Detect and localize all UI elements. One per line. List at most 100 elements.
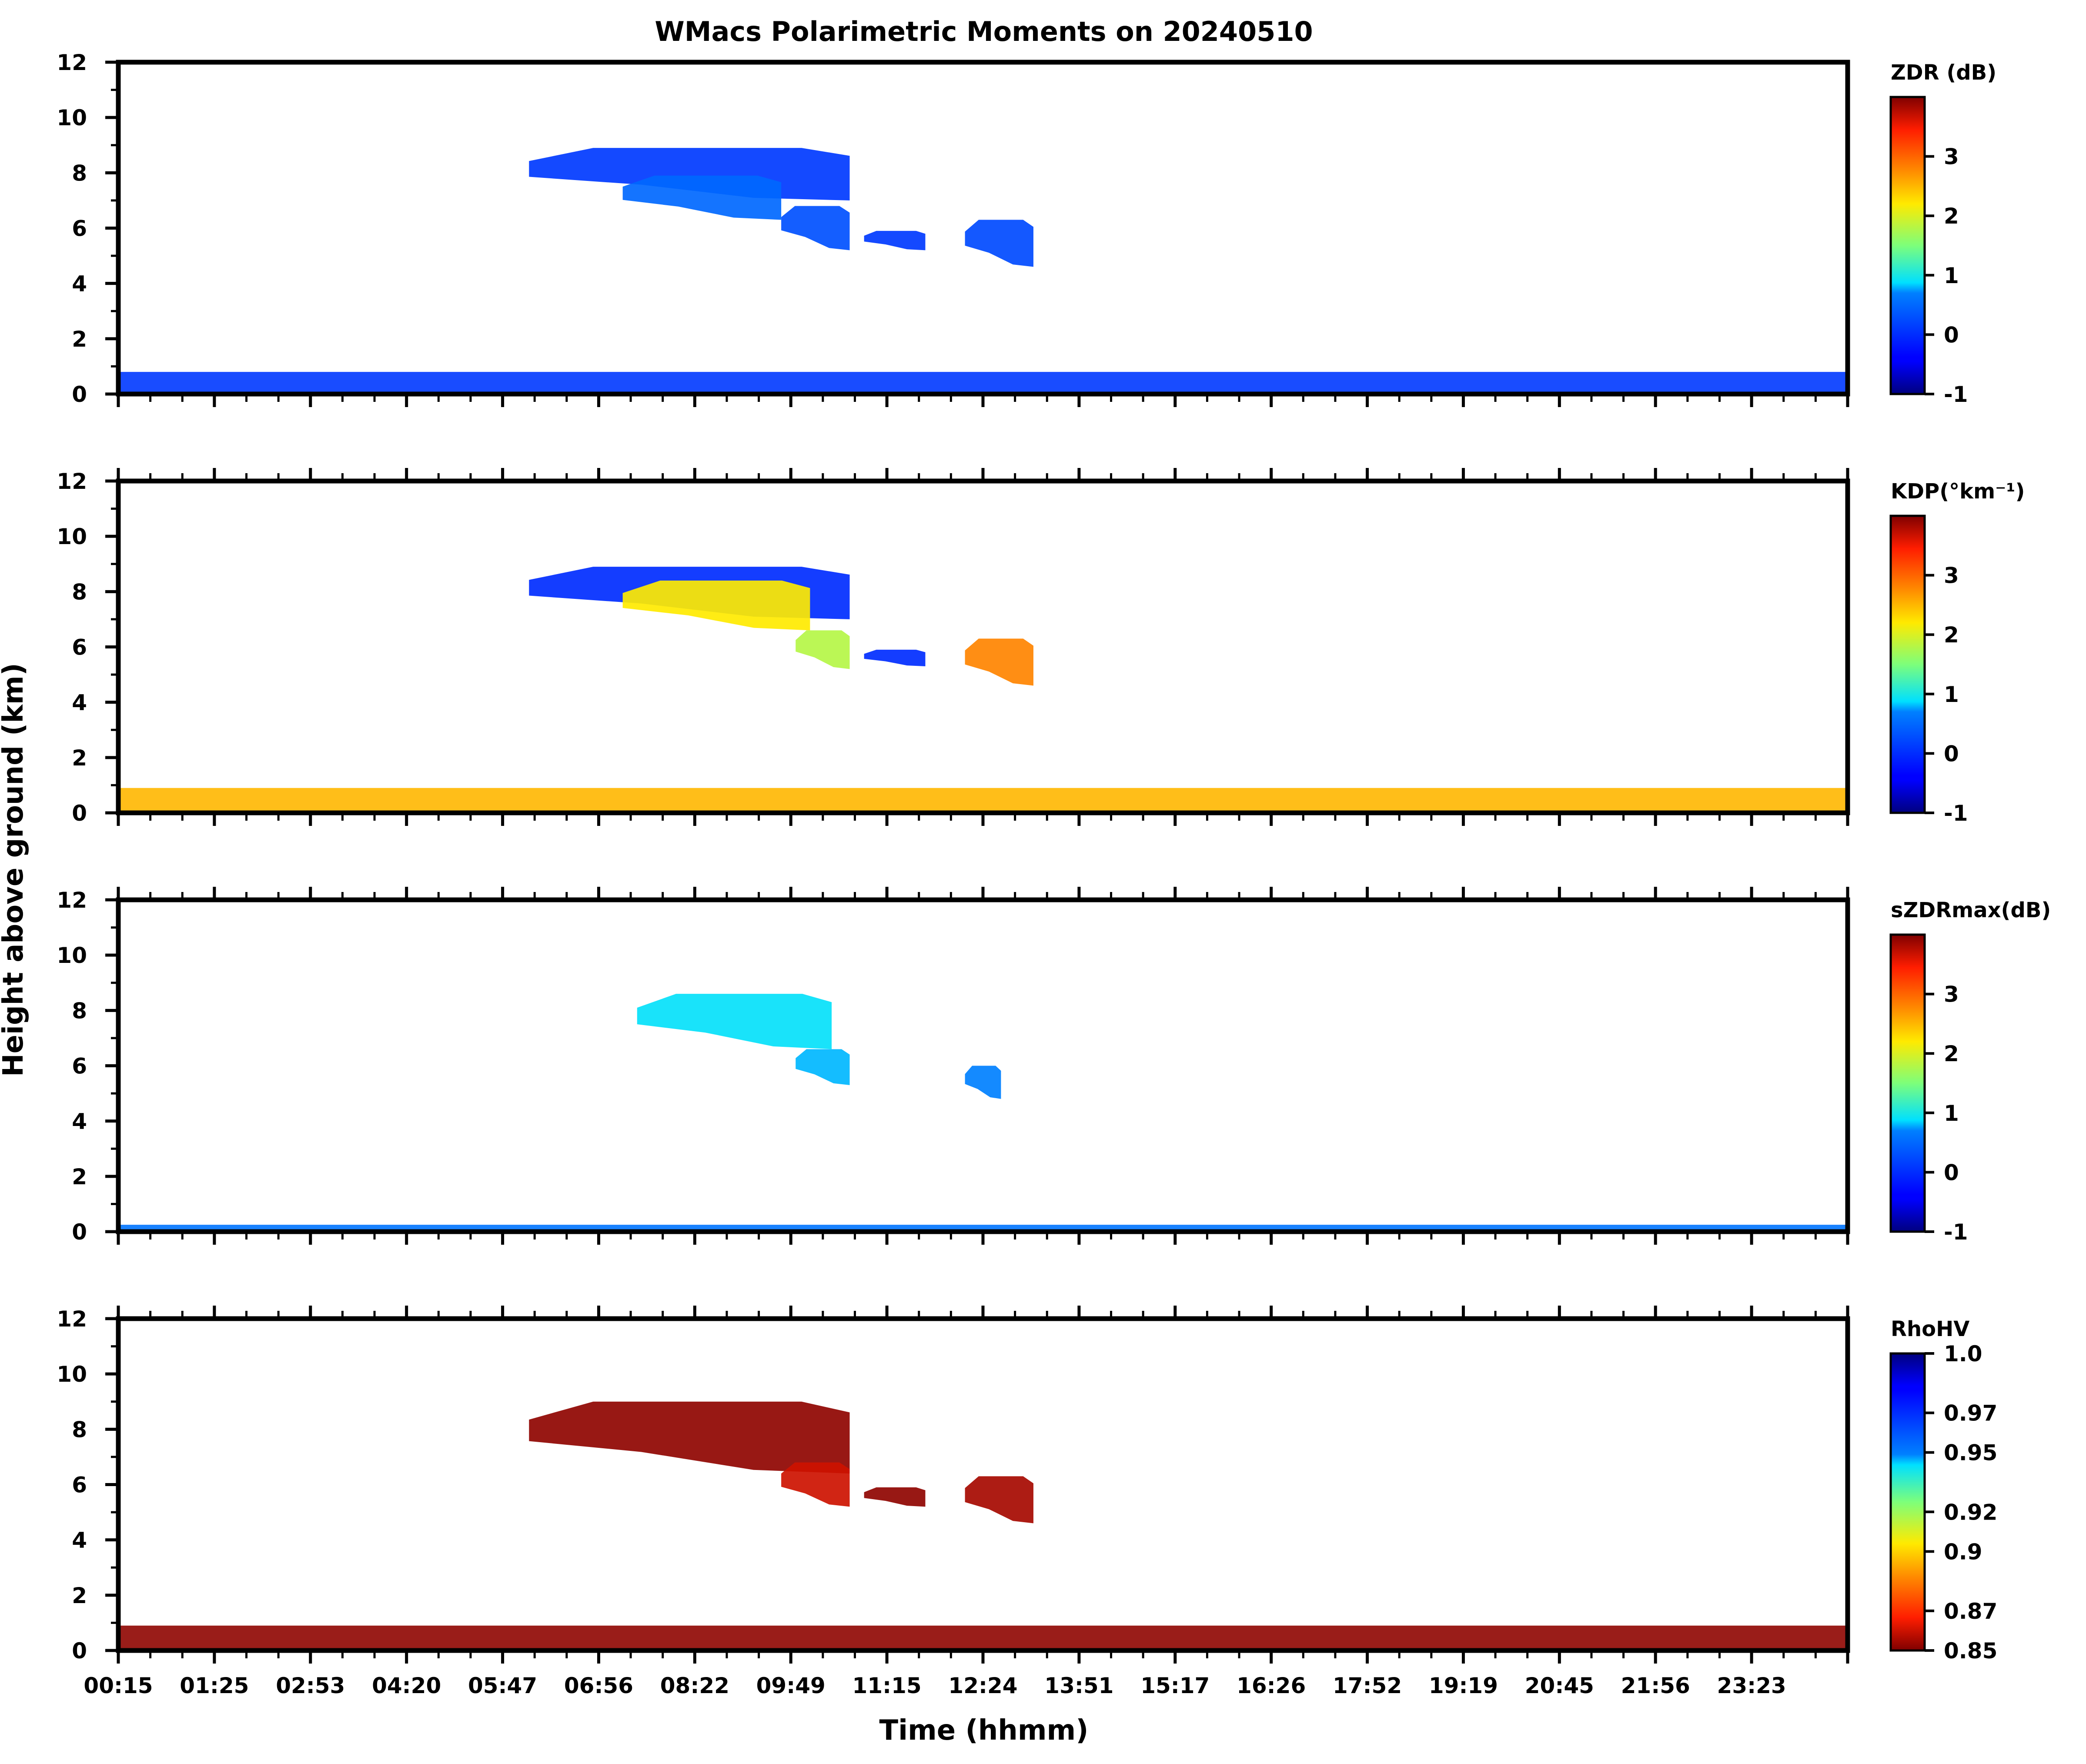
- kdp-cloud-3: [864, 649, 926, 667]
- rhohv-colorbar-tick-label: 0.97: [1944, 1401, 1997, 1426]
- rhohv-colorbar-tick-label: 0.85: [1944, 1638, 1997, 1664]
- zdr-colorbar-tick-label: 1: [1944, 263, 1959, 288]
- xtick-label: 15:17: [1140, 1673, 1210, 1698]
- szdrmax-cloud-1: [796, 1049, 850, 1086]
- szdrmax-colorbar: [1889, 933, 1926, 1233]
- xtick-label: 01:25: [180, 1673, 249, 1698]
- xtick-label: 20:45: [1525, 1673, 1594, 1698]
- zdr-cloud-1: [622, 175, 782, 220]
- kdp-colorbar-label: KDP(°km⁻¹): [1891, 479, 2025, 504]
- rhohv-colorbar-tick-label: 1.0: [1944, 1341, 1982, 1366]
- rhohv-ytick-label: 10: [57, 1362, 87, 1387]
- xtick-label: 05:47: [468, 1673, 537, 1698]
- zdr-colorbar-tick-label: -1: [1944, 382, 1968, 407]
- xtick-label: 00:15: [84, 1673, 153, 1698]
- zdr-ytick-label: 2: [72, 327, 87, 352]
- szdrmax-colorbar-tick-label: 1: [1944, 1101, 1959, 1126]
- xtick-label: 23:23: [1717, 1673, 1786, 1698]
- zdr-ytick-label: 4: [72, 271, 87, 297]
- zdr-colorbar: [1889, 96, 1926, 395]
- kdp-cloud-4: [965, 638, 1033, 686]
- zdr-colorbar-tick-label: 2: [1944, 204, 1959, 229]
- rhohv-colorbar-tick-label: 0.95: [1944, 1440, 1997, 1466]
- rhohv-colorbar-tick-label: 0.9: [1944, 1539, 1982, 1564]
- rhohv-cloud-1: [781, 1462, 850, 1507]
- zdr-cloud-4: [965, 220, 1033, 267]
- szdrmax-ytick-label: 8: [72, 998, 87, 1023]
- szdrmax-colorbar-tick-label: 0: [1944, 1160, 1959, 1185]
- szdrmax-ytick-label: 6: [72, 1054, 87, 1079]
- kdp-ytick-label: 2: [72, 745, 87, 771]
- xtick-label: 09:49: [756, 1673, 826, 1698]
- xtick-label: 19:19: [1429, 1673, 1498, 1698]
- xtick-label: 16:26: [1237, 1673, 1306, 1698]
- szdrmax-colorbar-tick-label: -1: [1944, 1219, 1968, 1245]
- rhohv-colorbar: [1889, 1352, 1926, 1652]
- xtick-label: 12:24: [948, 1673, 1017, 1698]
- szdrmax-ytick-label: 12: [57, 888, 87, 913]
- zdr-ytick-label: 0: [72, 382, 87, 407]
- rhohv-ytick-label: 12: [57, 1306, 87, 1332]
- xtick-label: 08:22: [660, 1673, 729, 1698]
- kdp-cloud-1: [622, 580, 810, 631]
- rhohv-ground-layer-4: [118, 1625, 1848, 1650]
- rhohv-colorbar-label: RhoHV: [1891, 1317, 1969, 1341]
- shared-ylabel: Height above ground (km): [0, 663, 30, 1077]
- zdr-ground-layer-5: [118, 372, 1848, 394]
- xtick-label: 11:15: [852, 1673, 922, 1698]
- szdrmax-cloud-2: [965, 1066, 1001, 1099]
- rhohv-colorbar-tick-label: 0.87: [1944, 1599, 1997, 1624]
- xtick-label: 21:56: [1621, 1673, 1690, 1698]
- zdr-colorbar-tick-label: 3: [1944, 144, 1959, 170]
- rhohv-ytick-label: 4: [72, 1528, 87, 1553]
- kdp-colorbar-tick-label: 2: [1944, 622, 1959, 648]
- zdr-cloud-3: [864, 231, 926, 251]
- zdr-ytick-label: 6: [72, 216, 87, 241]
- rhohv-ytick-label: 8: [72, 1417, 87, 1442]
- rhohv-cloud-2: [864, 1487, 926, 1507]
- rhohv-cloud-0: [529, 1401, 850, 1474]
- kdp-ytick-label: 8: [72, 579, 87, 605]
- szdrmax-colorbar-tick-label: 3: [1944, 982, 1959, 1007]
- rhohv-ytick-label: 6: [72, 1473, 87, 1498]
- xtick-label: 06:56: [564, 1673, 633, 1698]
- zdr-ytick-label: 12: [57, 50, 87, 75]
- rhohv-colorbar-tick-label: 0.92: [1944, 1500, 1997, 1525]
- x-axis-label: Time (hhmm): [879, 1714, 1089, 1747]
- rhohv-ytick-label: 0: [72, 1638, 87, 1664]
- zdr-colorbar-label: ZDR (dB): [1891, 60, 1996, 85]
- szdrmax-ytick-label: 2: [72, 1164, 87, 1189]
- szdrmax-colorbar-tick-label: 2: [1944, 1041, 1959, 1066]
- kdp-ytick-label: 6: [72, 635, 87, 660]
- figure-title: WMacs Polarimetric Moments on 20240510: [655, 16, 1313, 47]
- szdrmax-colorbar-label: sZDRmax(dB): [1891, 898, 2051, 922]
- kdp-ytick-label: 10: [57, 524, 87, 549]
- zdr-ytick-label: 8: [72, 160, 87, 186]
- xtick-label: 04:20: [372, 1673, 441, 1698]
- kdp-colorbar-tick-label: -1: [1944, 801, 1968, 826]
- xtick-label: 02:53: [276, 1673, 345, 1698]
- kdp-ground-layer-5: [118, 788, 1848, 813]
- rhohv-ytick-label: 2: [72, 1583, 87, 1608]
- rhohv-cloud-3: [965, 1476, 1033, 1523]
- kdp-colorbar-tick-label: 3: [1944, 563, 1959, 588]
- kdp-colorbar: [1889, 514, 1926, 814]
- zdr-cloud-2: [781, 206, 850, 251]
- kdp-ytick-label: 4: [72, 690, 87, 715]
- szdrmax-ytick-label: 4: [72, 1109, 87, 1134]
- panel-rhohv: 0 2 4 6 8 10 12 00:15 01:25 02:53 04:20 05:47 06:56 0…: [57, 1306, 1997, 1698]
- kdp-colorbar-tick-label: 0: [1944, 741, 1959, 766]
- kdp-cloud-2: [796, 630, 850, 669]
- xtick-label: 13:51: [1044, 1673, 1113, 1698]
- szdrmax-cloud-0: [637, 994, 832, 1049]
- zdr-colorbar-tick-label: 0: [1944, 322, 1959, 347]
- kdp-ytick-label: 12: [57, 469, 87, 494]
- zdr-ytick-label: 10: [57, 105, 87, 130]
- kdp-colorbar-tick-label: 1: [1944, 682, 1959, 707]
- xtick-label: 17:52: [1333, 1673, 1402, 1698]
- szdrmax-ytick-label: 10: [57, 943, 87, 968]
